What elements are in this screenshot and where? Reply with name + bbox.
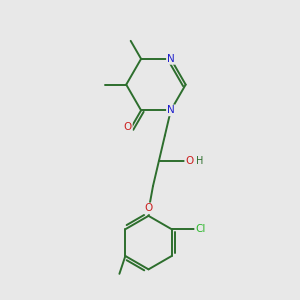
Text: O: O bbox=[144, 203, 153, 213]
Text: O: O bbox=[124, 122, 132, 132]
Text: N: N bbox=[167, 54, 175, 64]
Text: H: H bbox=[196, 156, 204, 166]
Text: N: N bbox=[167, 105, 175, 116]
Text: O: O bbox=[185, 156, 194, 166]
Text: Cl: Cl bbox=[195, 224, 206, 234]
